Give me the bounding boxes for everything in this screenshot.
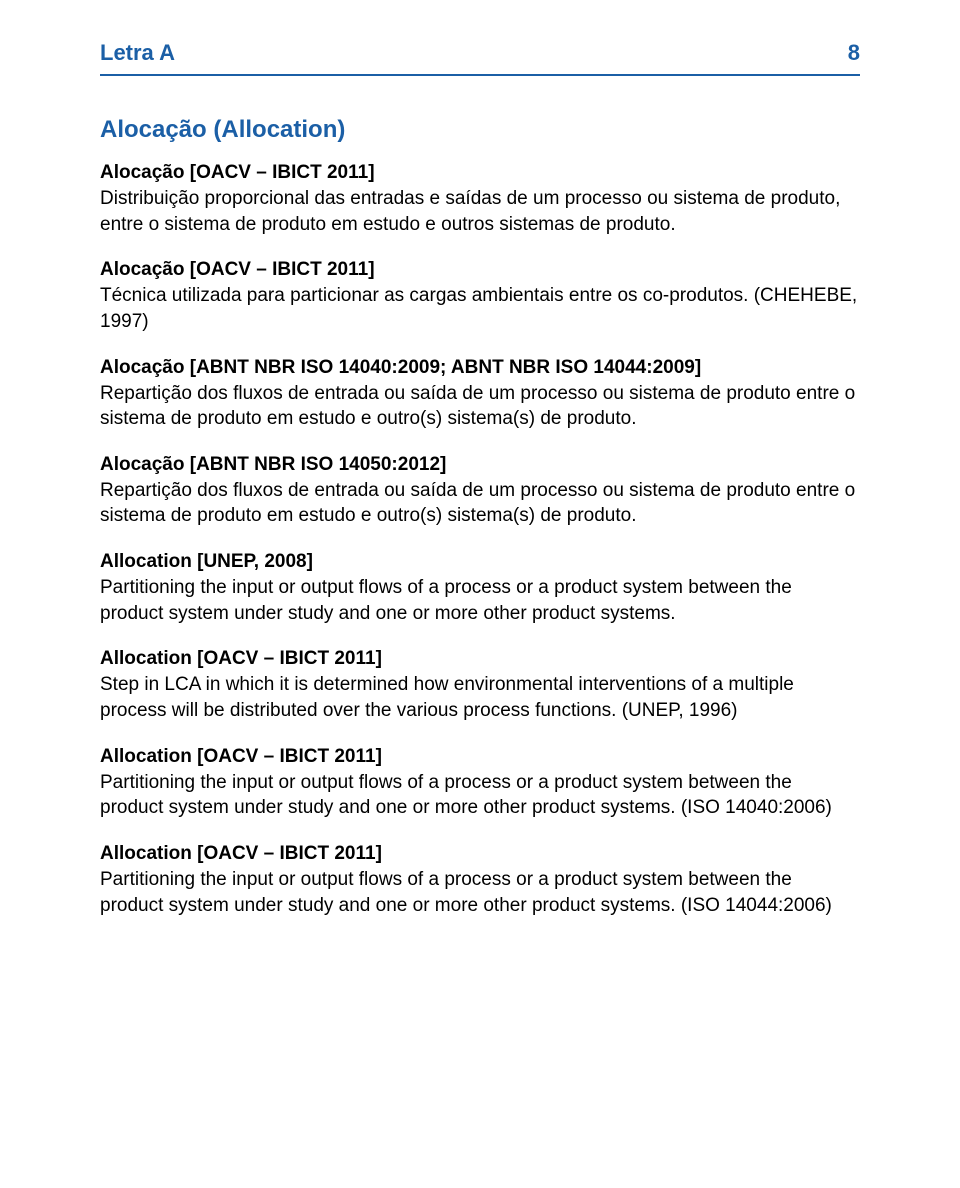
page: Letra A 8 Alocação (Allocation) Alocação… — [0, 0, 960, 1000]
page-header: Letra A 8 — [100, 40, 860, 66]
entry-title: Alocação [OACV – IBICT 2011] — [100, 162, 860, 184]
entry-body: Partitioning the input or output flows o… — [100, 575, 860, 626]
glossary-entry: Alocação [ABNT NBR ISO 14050:2012] Repar… — [100, 454, 860, 529]
entry-title: Allocation [OACV – IBICT 2011] — [100, 746, 860, 768]
header-page-number: 8 — [848, 40, 860, 66]
entry-body: Partitioning the input or output flows o… — [100, 867, 860, 918]
entry-body: Técnica utilizada para particionar as ca… — [100, 283, 860, 334]
entry-title: Alocação [ABNT NBR ISO 14050:2012] — [100, 454, 860, 476]
glossary-entry: Alocação [OACV – IBICT 2011] Técnica uti… — [100, 259, 860, 334]
entry-body: Step in LCA in which it is determined ho… — [100, 672, 860, 723]
entry-title: Allocation [OACV – IBICT 2011] — [100, 648, 860, 670]
entry-title: Alocação [ABNT NBR ISO 14040:2009; ABNT … — [100, 357, 860, 379]
header-rule — [100, 74, 860, 76]
header-section-label: Letra A — [100, 40, 175, 66]
glossary-entry: Allocation [OACV – IBICT 2011] Partition… — [100, 843, 860, 918]
glossary-entry: Allocation [UNEP, 2008] Partitioning the… — [100, 551, 860, 626]
glossary-entry: Alocação [OACV – IBICT 2011] Distribuiçã… — [100, 162, 860, 237]
glossary-entry: Allocation [OACV – IBICT 2011] Step in L… — [100, 648, 860, 723]
section-title: Alocação (Allocation) — [100, 116, 860, 144]
entry-body: Repartição dos fluxos de entrada ou saíd… — [100, 381, 860, 432]
entry-title: Alocação [OACV – IBICT 2011] — [100, 259, 860, 281]
glossary-entry: Alocação [ABNT NBR ISO 14040:2009; ABNT … — [100, 357, 860, 432]
entry-body: Repartição dos fluxos de entrada ou saíd… — [100, 478, 860, 529]
entry-title: Allocation [UNEP, 2008] — [100, 551, 860, 573]
glossary-entry: Allocation [OACV – IBICT 2011] Partition… — [100, 746, 860, 821]
entry-body: Partitioning the input or output flows o… — [100, 770, 860, 821]
entry-body: Distribuição proporcional das entradas e… — [100, 186, 860, 237]
entry-title: Allocation [OACV – IBICT 2011] — [100, 843, 860, 865]
